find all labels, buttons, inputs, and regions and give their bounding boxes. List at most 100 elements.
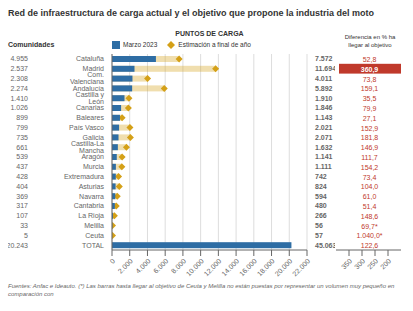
svg-text:Cantabria: Cantabria	[74, 202, 104, 209]
svg-text:La Rioja: La Rioja	[78, 212, 104, 220]
svg-text:Cataluña: Cataluña	[76, 55, 104, 62]
svg-text:146,9: 146,9	[361, 144, 379, 151]
svg-text:360,9: 360,9	[361, 66, 379, 74]
svg-text:300: 300	[353, 257, 366, 270]
svg-text:16.000: 16.000	[238, 257, 258, 277]
svg-text:1.846: 1.846	[315, 104, 333, 111]
svg-text:250: 250	[366, 257, 379, 270]
svg-text:824: 824	[315, 183, 327, 190]
svg-text:1.026: 1.026	[10, 104, 28, 111]
svg-text:1.910: 1.910	[315, 95, 333, 102]
svg-text:73,4: 73,4	[363, 174, 377, 181]
svg-text:735: 735	[16, 134, 28, 141]
svg-text:742: 742	[315, 173, 327, 180]
svg-text:1.141: 1.141	[315, 153, 333, 160]
svg-text:437: 437	[16, 163, 28, 170]
html-text:Fuentes: Anfac e Ideauto. (*): Fuentes: Anfac e Ideauto. (*) Las barras…	[8, 283, 395, 297]
html-text:PUNTOS DE CARGA: PUNTOS DE CARGA	[175, 30, 244, 37]
svg-text:Murcia: Murcia	[83, 163, 104, 170]
svg-text:1.410: 1.410	[10, 95, 28, 102]
svg-text:35,5: 35,5	[363, 95, 377, 102]
svg-text:11.694: 11.694	[315, 65, 335, 72]
svg-text:22.000: 22.000	[291, 257, 311, 277]
svg-text:799: 799	[16, 124, 28, 131]
svg-text:200: 200	[379, 257, 392, 270]
svg-text:107: 107	[16, 212, 28, 219]
svg-text:45.063: 45.063	[315, 242, 335, 249]
svg-text:7.572: 7.572	[315, 55, 333, 62]
svg-text:317: 317	[16, 202, 28, 209]
html-text:Comunidades: Comunidades	[8, 41, 55, 48]
svg-text:10.000: 10.000	[185, 257, 205, 277]
svg-text:27,1: 27,1	[363, 115, 377, 122]
svg-text:País Vasco: País Vasco	[69, 124, 104, 131]
svg-text:Castilla yLeón: Castilla yLeón	[76, 91, 105, 105]
svg-text:12.000: 12.000	[202, 257, 222, 277]
svg-text:8.000: 8.000	[169, 257, 188, 275]
svg-text:Navarra: Navarra	[79, 193, 104, 200]
svg-text:350: 350	[340, 257, 353, 270]
svg-text:Castilla-LaMancha: Castilla-LaMancha	[71, 140, 104, 154]
svg-text:1.111: 1.111	[315, 163, 332, 170]
svg-text:148,6: 148,6	[361, 213, 379, 220]
svg-text:154,2: 154,2	[361, 164, 379, 171]
svg-text:20.000: 20.000	[273, 257, 293, 277]
svg-text:52,8: 52,8	[363, 56, 377, 63]
svg-text:480: 480	[315, 202, 327, 209]
svg-text:122,6: 122,6	[361, 242, 379, 249]
svg-text:1.040,0*: 1.040,0*	[356, 232, 382, 239]
svg-text:79,9: 79,9	[363, 105, 377, 112]
svg-text:2.274: 2.274	[10, 85, 28, 92]
svg-text:33: 33	[20, 222, 28, 229]
svg-text:6.000: 6.000	[152, 257, 169, 274]
svg-text:Ceuta: Ceuta	[85, 232, 104, 239]
svg-text:57: 57	[315, 232, 323, 239]
svg-text:5: 5	[24, 232, 28, 239]
svg-text:104,0: 104,0	[361, 183, 379, 190]
svg-text:Extremadura: Extremadura	[64, 173, 104, 180]
svg-text:Andalucía: Andalucía	[72, 84, 104, 92]
svg-text:2.537: 2.537	[10, 65, 28, 72]
svg-text:181,8: 181,8	[361, 134, 379, 141]
svg-text:4.000: 4.000	[134, 257, 151, 274]
svg-text:2.308: 2.308	[10, 75, 28, 82]
svg-text:594: 594	[315, 193, 327, 200]
svg-text:Com.Valenciana: Com.Valenciana	[70, 71, 104, 85]
html-text:Red de infraestructura de carg: Red de infraestructura de carga actual y…	[8, 8, 375, 18]
svg-text:TOTAL: TOTAL	[82, 242, 104, 249]
svg-text:73,8: 73,8	[363, 76, 377, 83]
svg-text:Madrid: Madrid	[82, 65, 104, 73]
svg-text:159,1: 159,1	[361, 85, 379, 92]
svg-text:661: 661	[16, 144, 28, 151]
svg-text:Baleares: Baleares	[76, 114, 104, 121]
svg-text:899: 899	[16, 114, 28, 121]
svg-text:428: 428	[16, 173, 28, 180]
svg-text:1.632: 1.632	[315, 144, 333, 151]
svg-text:4.955: 4.955	[10, 55, 28, 62]
svg-text:152,9: 152,9	[361, 125, 379, 132]
svg-text:14.000: 14.000	[220, 257, 240, 277]
svg-text:Canarias: Canarias	[76, 104, 105, 111]
svg-text:Aragón: Aragón	[81, 153, 104, 161]
svg-text:2.021: 2.021	[315, 124, 333, 131]
svg-text:539: 539	[16, 153, 28, 160]
svg-text:69,7*: 69,7*	[361, 223, 378, 230]
svg-text:Asturias: Asturias	[79, 183, 105, 190]
svg-text:20.243: 20.243	[8, 242, 28, 249]
svg-text:266: 266	[315, 212, 327, 219]
svg-text:51,4: 51,4	[363, 203, 377, 210]
svg-text:2.071: 2.071	[315, 134, 333, 141]
svg-text:61,0: 61,0	[363, 193, 377, 200]
svg-text:Melilla: Melilla	[84, 222, 104, 229]
svg-text:56: 56	[315, 222, 323, 229]
svg-text:1.143: 1.143	[315, 114, 333, 121]
svg-text:2.000: 2.000	[117, 257, 134, 274]
svg-text:404: 404	[16, 183, 28, 190]
svg-text:369: 369	[16, 193, 28, 200]
svg-text:4.011: 4.011	[315, 75, 332, 82]
svg-text:0: 0	[109, 257, 117, 265]
svg-text:111,7: 111,7	[361, 154, 378, 161]
svg-text:5.892: 5.892	[315, 85, 333, 92]
svg-text:18.000: 18.000	[256, 257, 276, 277]
svg-text:Galicia: Galicia	[82, 133, 104, 141]
